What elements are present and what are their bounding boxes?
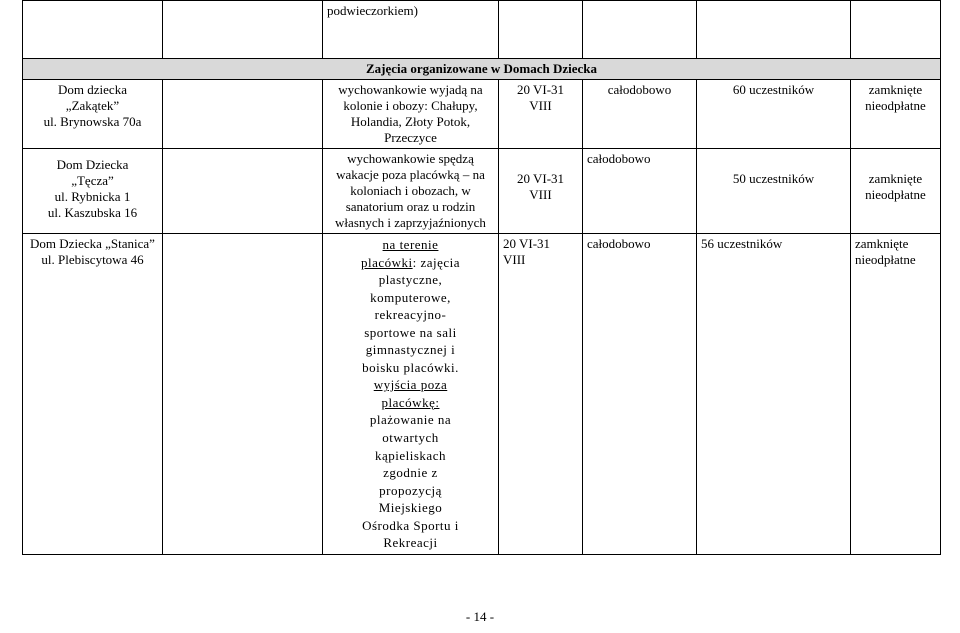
cell-r3-c6: 56 uczestników [697,234,851,555]
r2-c5-text: całodobowo [587,151,651,166]
r2-c1-l2: „Tęcza” [27,173,158,189]
r2-c1-l1: Dom Dziecka [27,157,158,173]
r1-c4-l1: 20 VI-31 [503,82,578,98]
r3-c3-b-rest: placówkę: [382,395,440,410]
r3-c3-b-t1: plażowanie na [327,411,494,429]
cell-top-3: podwieczorkiem) [323,1,499,59]
cell-r2-c7: zamknięte nieodpłatne [851,149,941,234]
r3-c3-b-u: wyjścia poza [374,377,448,392]
r3-c3-b-t7: Ośrodka Sportu i [327,517,494,535]
cell-r1-c5: całodobowo [583,80,697,149]
r1-c5-text: całodobowo [608,82,672,97]
r2-c7-l2: nieodpłatne [855,187,936,203]
page-footer: - 14 - [0,609,960,625]
r3-c4-l1: 20 VI-31 [503,236,578,252]
r1-c3-text: wychowankowie wyjadą na kolonie i obozy:… [327,82,494,146]
cell-r2-c3: wychowankowie spędzą wakacje poza placów… [323,149,499,234]
r2-c4-l1: 20 VI-31 [503,171,578,187]
cell-r3-c7: zamknięte nieodpłatne [851,234,941,555]
r3-c3-b-t5: propozycją [327,482,494,500]
r3-c3-b-t6: Miejskiego [327,499,494,517]
r3-c3-block-a-head: na terenie placówki: zajęcia [327,236,494,271]
r3-c3-a-t3: komputerowe, [327,289,494,307]
r2-c4-l2: VIII [503,187,578,203]
table-row: Dom dziecka „Zakątek” ul. Brynowska 70a … [23,80,941,149]
r3-c3-block-b-head: wyjścia poza placówkę: [327,376,494,411]
cell-r1-c6: 60 uczestników [697,80,851,149]
section-header-row: Zajęcia organizowane w Domach Dziecka [23,59,941,80]
r3-c3-a-t1: : zajęcia [413,255,460,270]
cell-r1-c2 [163,80,323,149]
r3-c3-a-t4: rekreacyjno- [327,306,494,324]
cell-r2-c5: całodobowo [583,149,697,234]
r3-c4-l2: VIII [503,252,578,268]
r1-c4-l2: VIII [503,98,578,114]
r3-c3-b-t2: otwartych [327,429,494,447]
r3-c3-b-t4: zgodnie z [327,464,494,482]
r3-c3-b-t3: kąpieliskach [327,447,494,465]
cell-r2-c1: Dom Dziecka „Tęcza” ul. Rybnicka 1 ul. K… [23,149,163,234]
r3-c3-b-t8: Rekreacji [327,534,494,552]
r1-c7-l1: zamknięte [855,82,936,98]
r3-c3-a-t7: boisku placówki. [327,359,494,377]
r1-c1-l1: Dom dziecka [27,82,158,98]
r3-c1-l1: Dom Dziecka „Stanica” [27,236,158,252]
cell-r1-c3: wychowankowie wyjadą na kolonie i obozy:… [323,80,499,149]
r1-c7-l2: nieodpłatne [855,98,936,114]
cell-r2-c4: 20 VI-31 VIII [499,149,583,234]
cell-r3-c5: całodobowo [583,234,697,555]
cell-top-1 [23,1,163,59]
table-row-top: podwieczorkiem) [23,1,941,59]
table-row: Dom Dziecka „Stanica” ul. Plebiscytowa 4… [23,234,941,555]
top-col3-text: podwieczorkiem) [327,3,418,18]
r1-c1-l3: ul. Brynowska 70a [27,114,158,130]
cell-top-6 [697,1,851,59]
r1-c6-text: 60 uczestników [733,82,814,97]
r2-c1-l4: ul. Kaszubska 16 [27,205,158,221]
cell-r3-c4: 20 VI-31 VIII [499,234,583,555]
r2-c1-l3: ul. Rybnicka 1 [27,189,158,205]
r3-c6-text: 56 uczestników [701,236,782,251]
cell-top-4 [499,1,583,59]
r3-c7-l2: nieodpłatne [855,252,936,268]
cell-r2-c2 [163,149,323,234]
cell-r1-c4: 20 VI-31 VIII [499,80,583,149]
r3-c3-a-rest: placówki [361,255,413,270]
cell-r3-c2 [163,234,323,555]
table-row: Dom Dziecka „Tęcza” ul. Rybnicka 1 ul. K… [23,149,941,234]
r3-c7-l1: zamknięte [855,236,936,252]
cell-top-7 [851,1,941,59]
r1-c1-l2: „Zakątek” [27,98,158,114]
r2-c3-text: wychowankowie spędzą wakacje poza placów… [327,151,494,231]
cell-r3-c1: Dom Dziecka „Stanica” ul. Plebiscytowa 4… [23,234,163,555]
r3-c1-l2: ul. Plebiscytowa 46 [27,252,158,268]
r2-c6-text: 50 uczestników [733,171,814,186]
main-table: podwieczorkiem) Zajęcia organizowane w D… [22,0,941,555]
cell-top-2 [163,1,323,59]
r3-c3-a-t2: plastyczne, [327,271,494,289]
cell-r3-c3: na terenie placówki: zajęcia plastyczne,… [323,234,499,555]
r3-c5-text: całodobowo [587,236,651,251]
cell-r1-c1: Dom dziecka „Zakątek” ul. Brynowska 70a [23,80,163,149]
cell-r1-c7: zamknięte nieodpłatne [851,80,941,149]
r3-c3-a-t5: sportowe na sali [327,324,494,342]
r2-c7-l1: zamknięte [855,171,936,187]
section-header: Zajęcia organizowane w Domach Dziecka [23,59,941,80]
r3-c3-a-t6: gimnastycznej i [327,341,494,359]
cell-r2-c6: 50 uczestników [697,149,851,234]
r3-c3-a-u: na terenie [383,237,439,252]
cell-top-5 [583,1,697,59]
